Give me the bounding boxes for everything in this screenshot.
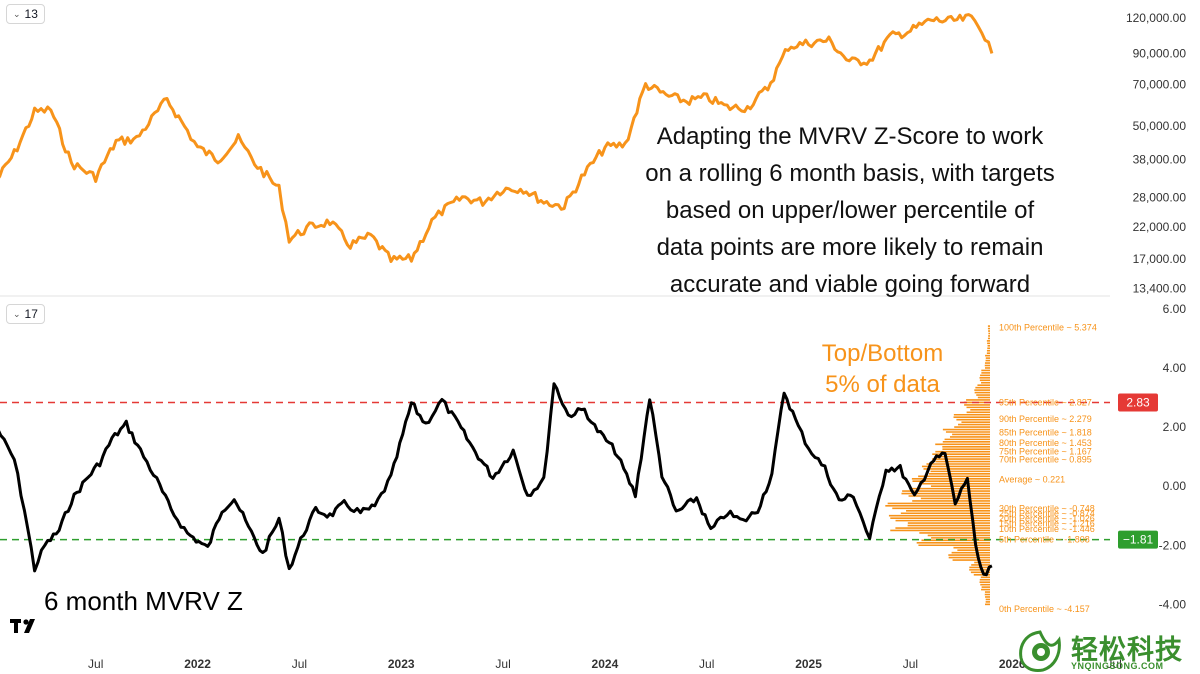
percentile-label: 70th Percentile ~ 0.895 [999,455,1092,465]
time-tick-label: 2024 [592,657,619,671]
percentile-label: 0th Percentile ~ -4.157 [999,604,1090,614]
percentile-label: 75th Percentile ~ 1.167 [999,447,1092,457]
annotation-text: Adapting the MVRV Z-Score to work on a r… [590,118,1110,303]
annotation-line: on a rolling 6 month basis, with targets [645,160,1055,187]
price-pane-toggle[interactable]: ⌄ 13 [6,4,45,24]
mvrv-tick-label: -4.00 [1159,597,1187,611]
top-bottom-note: Top/Bottom 5% of data [800,338,965,400]
time-tick-label: 2025 [795,657,822,671]
percentile-label: 20th Percentile ~ -1.026 [999,513,1095,523]
reference-badge [1118,393,1158,412]
price-tick-label: 28,000.00 [1133,190,1187,204]
price-tick-label: 38,000.00 [1133,153,1187,167]
tradingview-logo[interactable] [10,617,42,642]
chevron-down-icon: ⌄ [13,308,21,319]
price-tick-label: 22,000.00 [1133,220,1187,234]
price-tick-label: 70,000.00 [1133,77,1187,91]
mvrv-tick-label: 6.00 [1163,302,1187,316]
leaf-logo-icon [1019,630,1061,672]
oscillator-pane-toggle[interactable]: ⌄ 17 [6,304,45,324]
time-tick-label: 2022 [184,657,211,671]
price-pane-number: 13 [24,7,38,21]
watermark-name: 轻松科技 [1071,635,1183,665]
btc-price-line [0,13,994,263]
series-name: 6 month MVRV Z [44,586,243,616]
annotation-line: data points are more likely to remain [656,234,1044,261]
price-tick-label: 120,000.00 [1126,11,1186,25]
chevron-down-icon: ⌄ [13,8,21,19]
percentile-label: 100th Percentile ~ 5.374 [999,322,1097,332]
percentile-label: 10th Percentile ~ -1.446 [999,524,1095,534]
time-tick-label: Jul [903,657,918,671]
mvrv-tick-label: -2.00 [1159,538,1187,552]
mvrv-tick-label: 2.00 [1163,420,1187,434]
time-tick-label: Jul [88,657,103,671]
time-axis: Jul 2022 Jul 2023 Jul 2024 Jul 2025 Jul 2026 Jul [88,657,1122,671]
annotation-line: based on upper/lower percentile of [665,197,1035,224]
mvrv-z-line [0,382,993,577]
percentile-labels: 100th Percentile ~ 5.374 95th Percentile … [999,322,1097,614]
reference-lines: 2.83 −1.81 [0,393,1158,549]
percentile-label: 5th Percentile ~ -1.808 [999,535,1090,545]
time-tick-label: Jul [699,657,714,671]
time-tick-label: Jul [495,657,510,671]
percentile-label: 90th Percentile ~ 2.279 [999,414,1092,424]
annotation-line: Adapting the MVRV Z-Score to work [656,123,1044,150]
mvrv-axis: 6.00 4.00 2.00 0.00 -2.00 -4.00 [1159,302,1187,611]
percentile-label: 85th Percentile ~ 1.818 [999,427,1092,437]
watermark-sub: YNQINGSONG.COM [1071,661,1164,671]
annotation-line: accurate and viable going forward [669,271,1031,298]
top-bottom-line: 5% of data [825,371,940,398]
price-tick-label: 13,400.00 [1133,281,1187,295]
percentile-label: 95th Percentile ~ 2.827 [999,398,1092,408]
mvrv-tick-label: 0.00 [1163,479,1187,493]
price-tick-label: 90,000.00 [1133,46,1187,60]
percentile-label: 30th Percentile ~ -0.748 [999,503,1095,513]
mvrv-series [0,382,993,577]
time-tick-label: Jul [1106,657,1121,671]
price-tick-label: 17,000.00 [1133,252,1187,266]
price-tick-label: 50,000.00 [1133,119,1187,133]
oscillator-pane-number: 17 [24,307,38,321]
percentile-label: 25th Percentile ~ -0.874 [999,508,1095,518]
price-series [0,13,994,263]
time-tick-label: 2023 [388,657,415,671]
top-bottom-line: Top/Bottom [821,340,944,367]
time-tick-label: 2026 [999,657,1026,671]
mvrv-tick-label: 4.00 [1163,361,1187,375]
tradingview-logo-icon [10,619,35,633]
reference-badge [1118,530,1158,549]
reference-badge-label: 2.83 [1126,396,1150,410]
reference-badge-label: −1.81 [1123,533,1154,547]
watermark: 轻松科技 YNQINGSONG.COM [1015,628,1200,674]
time-tick-label: Jul [292,657,307,671]
price-axis: 120,000.00 90,000.00 70,000.00 50,000.00 38,… [1126,11,1186,295]
percentile-label: 80th Percentile ~ 1.453 [999,438,1092,448]
percentile-label: 15th Percentile ~ -1.216 [999,518,1095,528]
percentile-label: Average ~ 0.221 [999,475,1065,485]
